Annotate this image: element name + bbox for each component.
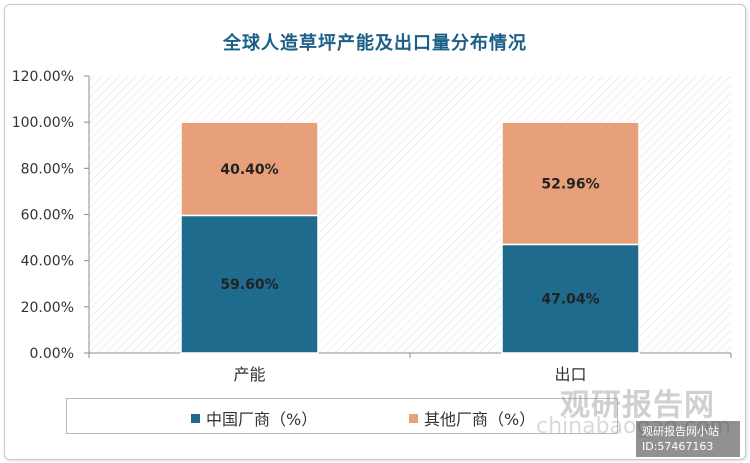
legend-label-china: 中国厂商（%） [206, 410, 318, 429]
bar-segment [501, 243, 640, 354]
y-tick-label: 120.00% [12, 69, 74, 85]
y-tick-label: 100.00% [12, 115, 74, 131]
x-category-label: 产能 [233, 365, 265, 384]
legend-swatch-other [409, 413, 418, 423]
data-label: 47.04% [541, 292, 599, 308]
watermark-badge: 观研报告网小站 ID:57467163 [636, 421, 740, 457]
chart-title: 全球人造草坪产能及出口量分布情况 [223, 33, 527, 54]
data-label: 52.96% [541, 176, 599, 192]
bar-segment [501, 121, 640, 246]
bar-segment [180, 121, 319, 217]
x-category-label: 出口 [554, 365, 586, 384]
watermark-badge-line1: 观研报告网小站 [642, 425, 719, 438]
y-tick-label: 20.00% [21, 300, 74, 316]
legend-label-other: 其他厂商（%） [424, 410, 536, 429]
watermark-badge-line2: ID:57467163 [642, 440, 714, 453]
legend-item-other: 其他厂商（%） [409, 406, 535, 430]
y-tick-label: 80.00% [21, 161, 74, 177]
legend-item-china: 中国厂商（%） [191, 406, 317, 430]
data-label: 40.40% [220, 162, 278, 178]
y-tick-label: 40.00% [21, 254, 74, 270]
y-tick-label: 0.00% [30, 346, 74, 362]
legend: 中国厂商（%） 其他厂商（%） [66, 398, 618, 434]
legend-swatch-china [191, 413, 200, 423]
data-label: 59.60% [220, 277, 278, 293]
y-tick-label: 60.00% [21, 208, 74, 224]
watermark-brand: 观研报告网 [560, 388, 715, 423]
